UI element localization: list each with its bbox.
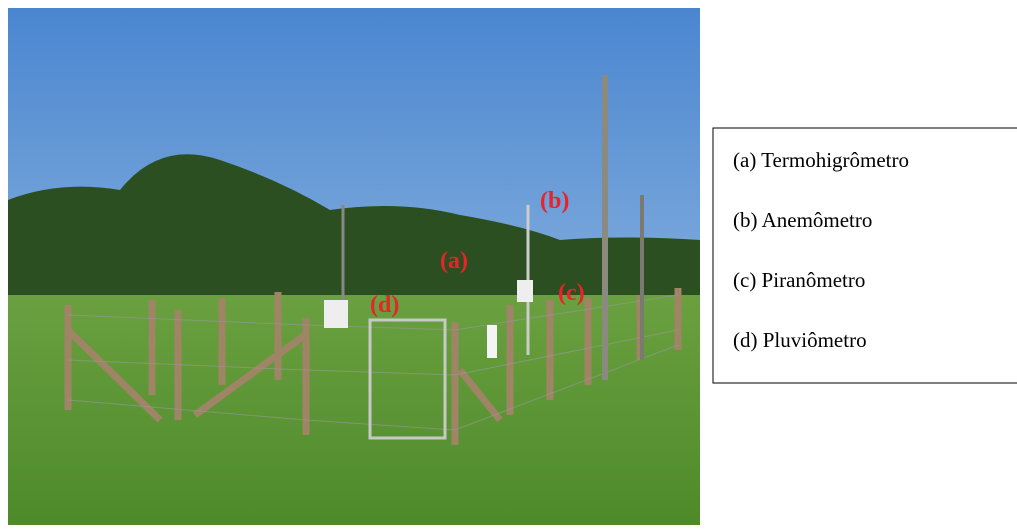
legend-entry: (c) Piranômetro (733, 268, 865, 292)
photo-label: (a) (440, 248, 468, 274)
legend-entry: (b) Anemômetro (733, 208, 872, 232)
photo (8, 8, 700, 525)
legend-entry: (d) Pluviômetro (733, 328, 867, 352)
sensor (487, 325, 497, 358)
photo-label: (d) (370, 292, 399, 318)
sensor (517, 280, 533, 302)
legend-entry: (a) Termohigrômetro (733, 148, 909, 172)
figure: (b) (a) (c) (d) (a) Termohigrômetro (b) … (0, 0, 1017, 531)
page: (b) (a) (c) (d) (a) Termohigrômetro (b) … (0, 0, 1017, 531)
photo-label: (b) (540, 188, 569, 214)
grass (8, 295, 700, 525)
sensor (324, 300, 348, 328)
photo-label: (c) (558, 280, 585, 306)
